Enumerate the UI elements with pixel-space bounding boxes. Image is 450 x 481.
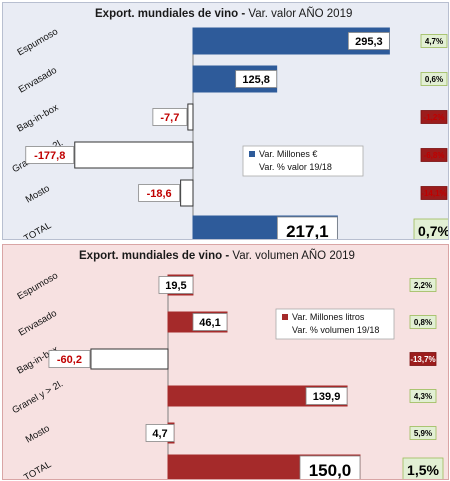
category-label: Mosto <box>24 183 52 205</box>
value-label-box <box>276 216 338 239</box>
chart-value-svg: Export. mundiales de vino - Var. valor A… <box>10 7 448 239</box>
percent-box <box>413 218 448 239</box>
percent-label: 5,9% <box>414 429 432 438</box>
percent-box <box>420 110 448 124</box>
value-label: 217,1 <box>286 222 329 239</box>
legend-swatch <box>249 151 255 157</box>
chart-title: Export. mundiales de vino - Var. volumen… <box>79 249 355 262</box>
value-label-box <box>235 70 278 88</box>
percent-label: -13,7% <box>410 355 435 364</box>
value-label-box <box>25 146 75 164</box>
legend-label-series-2: Var. % volumen 19/18 <box>292 325 379 335</box>
percent-label: -6,8% <box>424 151 445 160</box>
category-label: Envasado <box>17 308 59 339</box>
value-label: 139,9 <box>313 391 341 403</box>
percent-label: 0,6% <box>425 75 443 84</box>
category-label: TOTAL <box>22 459 53 479</box>
legend-label-series-2: Var. % valor 19/18 <box>259 162 332 172</box>
legend-box <box>275 308 395 340</box>
chart-title-sep: - <box>222 250 232 262</box>
value-label-box <box>145 424 175 442</box>
percent-label: 0,7% <box>418 223 448 239</box>
value-label-box <box>192 313 228 331</box>
value-label-box <box>48 350 91 368</box>
value-label: -18,6 <box>147 188 172 200</box>
legend: Var. Millones € Var. % valor 19/18 <box>242 145 364 177</box>
legend-label-series-1: Var. Millones € <box>259 149 317 159</box>
category-label: Espumoso <box>16 270 60 302</box>
percent-box <box>420 186 448 200</box>
percent-label: -14,1% <box>421 189 446 198</box>
percent-label: -1,2% <box>424 113 445 122</box>
percent-box <box>409 315 437 329</box>
value-label-box <box>152 108 188 126</box>
bar <box>90 348 169 370</box>
category-label: TOTAL <box>22 220 53 239</box>
percent-label: 4,7% <box>425 37 443 46</box>
legend-box <box>242 145 364 177</box>
bar <box>180 179 194 207</box>
chart-title-main: Export. mundiales de vino <box>95 8 238 20</box>
category-label: Mosto <box>24 423 52 445</box>
chart-title: Export. mundiales de vino - Var. valor A… <box>95 7 352 20</box>
category-label: Bag-in-box <box>15 102 61 135</box>
value-label-box <box>305 387 348 405</box>
percent-box <box>420 34 448 48</box>
value-label: -60,2 <box>57 354 82 366</box>
value-label: 46,1 <box>199 317 220 329</box>
percent-label: 2,2% <box>414 281 432 290</box>
percent-box <box>420 72 448 86</box>
value-label: 150,0 <box>309 461 352 479</box>
percent-box <box>409 426 437 440</box>
value-label: -7,7 <box>160 112 179 124</box>
category-label: Envasado <box>17 65 59 96</box>
chart-subtitle: Var. volumen AÑO 2019 <box>232 249 355 262</box>
chart-volume-svg: Export. mundiales de vino - Var. volumen… <box>10 249 444 479</box>
value-label-box <box>158 276 194 294</box>
chart-volume-panel: Export. mundiales de vino - Var. volumen… <box>2 244 449 480</box>
value-label-box <box>299 455 361 479</box>
value-label: 125,8 <box>242 74 270 86</box>
value-label: 4,7 <box>152 428 167 440</box>
percent-box <box>409 352 437 366</box>
bar <box>187 103 194 131</box>
chart-title-sep: - <box>238 8 248 20</box>
legend-label-series-1: Var. Millones litros <box>292 312 365 322</box>
percent-label: 0,8% <box>414 318 432 327</box>
percent-box <box>409 278 437 292</box>
value-label-box <box>138 184 181 202</box>
value-label: -177,8 <box>34 150 65 162</box>
percent-box <box>420 148 448 162</box>
value-label-box <box>347 32 390 50</box>
percent-box <box>409 389 437 403</box>
bar <box>74 141 194 169</box>
value-label: 19,5 <box>165 280 186 292</box>
percent-label: 1,5% <box>407 462 439 478</box>
chart-title-main: Export. mundiales de vino <box>79 250 222 262</box>
category-label: Espumoso <box>16 26 60 58</box>
value-label: 295,3 <box>355 36 383 48</box>
percent-label: 4,3% <box>414 392 432 401</box>
legend-swatch <box>282 314 288 320</box>
chart-subtitle: Var. valor AÑO 2019 <box>248 7 352 20</box>
chart-value-panel: Export. mundiales de vino - Var. valor A… <box>2 2 449 240</box>
percent-box <box>402 457 444 479</box>
legend: Var. Millones litros Var. % volumen 19/18 <box>275 308 395 340</box>
category-label: Granel y > 2l. <box>10 378 65 416</box>
